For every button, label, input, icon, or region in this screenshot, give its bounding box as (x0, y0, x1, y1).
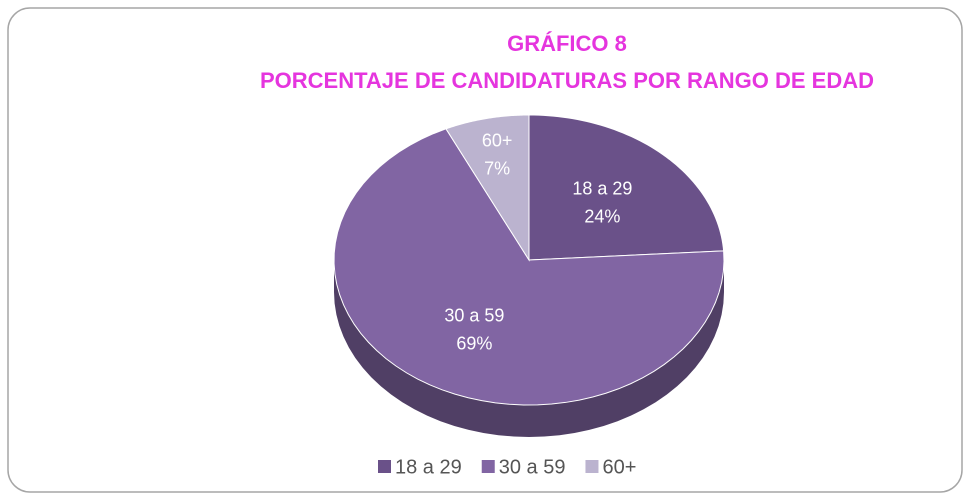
legend-swatch (585, 460, 599, 473)
pie-slice (333, 128, 725, 406)
data-label: 24% (584, 207, 620, 227)
legend-label: 60+ (602, 456, 636, 478)
data-label-category: 60+ (482, 131, 513, 151)
data-label-category: 18 a 29 (572, 179, 632, 199)
pie-slice (528, 114, 725, 261)
legend-swatch (378, 460, 391, 473)
legend-swatch (481, 460, 495, 473)
pie-slice (445, 114, 530, 262)
data-label-category: 30 a 59 (444, 305, 504, 325)
legend-label: 18 a 29 (395, 456, 462, 478)
pie-side (334, 260, 724, 437)
data-label: 69% (456, 333, 492, 353)
chart-subtitle: PORCENTAJE DE CANDIDATURAS POR RANGO DE … (260, 68, 874, 93)
legend-label: 30 a 59 (499, 456, 566, 478)
data-label: 7% (484, 159, 510, 179)
chart-title: GRÁFICO 8 (507, 31, 627, 56)
